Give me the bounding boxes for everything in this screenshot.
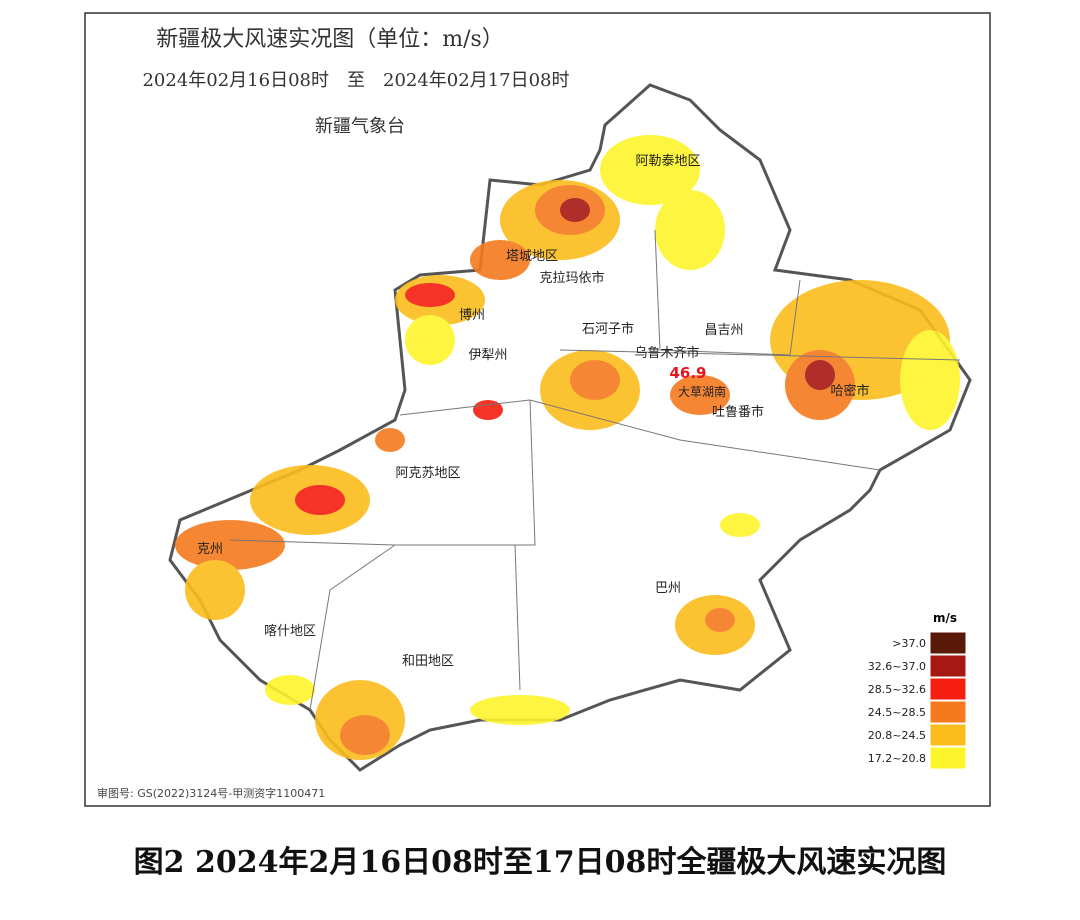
period: 2024年02月16日08时 至 2024年02月17日08时 (142, 70, 569, 91)
max-value: 46.9 (669, 364, 706, 382)
boundaries (229, 229, 961, 711)
legend-label: 24.5~28.5 (868, 706, 926, 719)
region-label: 乌鲁木齐市 (634, 345, 699, 361)
legend-swatch (929, 654, 967, 678)
region-label: 石河子市 (582, 321, 634, 337)
map-title: 新疆极大风速实况图（单位：m/s） (156, 27, 504, 52)
region-label: 和田地区 (402, 654, 454, 669)
region-label: 克州 (197, 542, 223, 557)
legend: m/s >37.0 32.6~37.0 28.5~32.6 24.5~28.5 20.8… (868, 611, 967, 770)
region-label: 喀什地区 (264, 623, 316, 639)
region-label: 伊犁州 (468, 348, 507, 363)
map-area (168, 83, 972, 772)
legend-label: >37.0 (892, 637, 926, 650)
region-label: 博州 (459, 308, 485, 323)
region-label: 吐鲁番市 (712, 404, 764, 420)
legend-swatch (929, 700, 967, 724)
legend-unit: m/s (933, 611, 957, 625)
caption: 图2 2024年2月16日08时至17日08时全疆极大风速实况图 (134, 845, 947, 880)
region-label: 塔城地区 (506, 249, 558, 264)
region-label: 巴州 (655, 581, 681, 596)
region-label: 克拉玛依市 (539, 270, 604, 286)
wind-shading (175, 135, 960, 760)
legend-swatch (929, 723, 967, 747)
region-label: 哈密市 (830, 383, 869, 399)
approval-number: 审图号: GS(2022)3124号-甲测资字1100471 (97, 786, 325, 800)
region-label: 阿克苏地区 (395, 465, 460, 481)
region-label: 阿勒泰地区 (635, 154, 700, 169)
legend-label: 20.8~24.5 (868, 729, 926, 742)
agency: 新疆气象台 (315, 116, 405, 137)
legend-label: 32.6~37.0 (868, 660, 926, 673)
legend-label: 28.5~32.6 (868, 683, 926, 696)
legend-swatch (929, 677, 967, 701)
region-label: 昌吉州 (704, 323, 743, 338)
region-label: 大草湖南 (678, 384, 726, 399)
legend-swatch (929, 746, 967, 770)
legend-swatch (929, 631, 967, 655)
legend-label: 17.2~20.8 (868, 752, 926, 765)
